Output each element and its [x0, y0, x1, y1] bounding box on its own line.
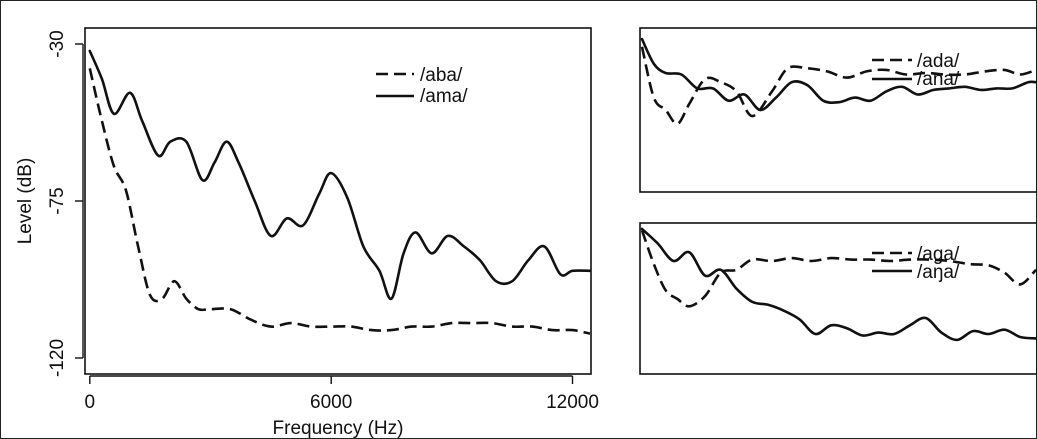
main-x-tick-label-0: 0 — [85, 392, 96, 413]
main-axes: 0 6000 12000 -30 -75 -120 Frequency (Hz)… — [15, 30, 599, 439]
bottom-right-series-line-0 — [640, 229, 1037, 308]
br-legend-label-anga: /aŋa/ — [917, 262, 960, 283]
main-series-line-1 — [88, 49, 592, 301]
top-right-series-group — [640, 37, 1037, 126]
main-y-tick-label-0: -30 — [47, 30, 68, 57]
main-plot-frame — [84, 27, 592, 375]
main-legend-label-ama: /ama/ — [420, 86, 468, 107]
tr-legend-label-ada: /ada/ — [917, 51, 960, 72]
top-right-series-line-1 — [640, 37, 1037, 112]
top-right-legend: /ada/ /ana/ — [872, 51, 960, 90]
top-right-plot-frame — [639, 27, 1037, 193]
tr-legend-label-ana: /ana/ — [917, 69, 960, 90]
main-chart: 0 6000 12000 -30 -75 -120 Frequency (Hz)… — [15, 27, 599, 439]
bottom-right-chart: /aga/ /aŋa/ — [639, 222, 1037, 375]
top-right-series-line-0 — [640, 46, 1037, 126]
bottom-right-series-group — [640, 227, 1037, 342]
bottom-right-legend: /aga/ /aŋa/ — [872, 244, 960, 283]
main-legend: /aba/ /ama/ — [376, 65, 468, 107]
bottom-right-series-line-1 — [640, 227, 1037, 342]
main-x-tick-label-1: 6000 — [310, 392, 352, 413]
bottom-right-plot-frame — [639, 222, 1037, 375]
main-legend-label-aba: /aba/ — [420, 65, 463, 86]
main-series-group — [88, 49, 592, 335]
br-legend-label-aga: /aga/ — [917, 244, 960, 265]
main-series-line-0 — [88, 68, 591, 335]
main-y-tick-label-1: -75 — [47, 187, 68, 214]
main-y-axis-label: Level (dB) — [15, 158, 36, 245]
top-right-chart: /ada/ /ana/ — [639, 27, 1037, 193]
main-x-axis-label: Frequency (Hz) — [273, 418, 404, 439]
main-y-tick-label-2: -120 — [47, 339, 68, 377]
main-x-tick-label-2: 12000 — [546, 392, 599, 413]
